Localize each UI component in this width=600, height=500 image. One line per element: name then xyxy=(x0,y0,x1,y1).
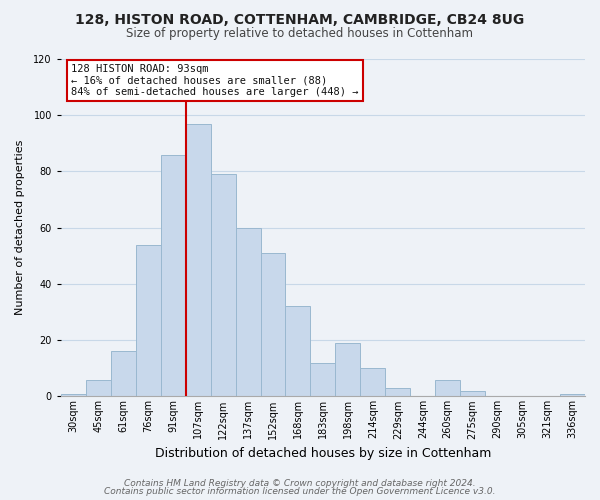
Bar xyxy=(385,388,410,396)
Bar xyxy=(86,380,111,396)
Bar xyxy=(161,154,185,396)
Bar xyxy=(361,368,385,396)
Bar xyxy=(61,394,86,396)
Text: 128, HISTON ROAD, COTTENHAM, CAMBRIDGE, CB24 8UG: 128, HISTON ROAD, COTTENHAM, CAMBRIDGE, … xyxy=(76,12,524,26)
Bar xyxy=(185,124,211,396)
Text: Size of property relative to detached houses in Cottenham: Size of property relative to detached ho… xyxy=(127,28,473,40)
Bar xyxy=(286,306,310,396)
Bar xyxy=(335,343,361,396)
Bar xyxy=(460,391,485,396)
Bar xyxy=(260,253,286,396)
Bar xyxy=(435,380,460,396)
Bar xyxy=(560,394,585,396)
Bar xyxy=(211,174,236,396)
Bar xyxy=(111,352,136,397)
Bar xyxy=(136,244,161,396)
Text: Contains HM Land Registry data © Crown copyright and database right 2024.: Contains HM Land Registry data © Crown c… xyxy=(124,478,476,488)
Y-axis label: Number of detached properties: Number of detached properties xyxy=(15,140,25,316)
Text: Contains public sector information licensed under the Open Government Licence v3: Contains public sector information licen… xyxy=(104,487,496,496)
Bar xyxy=(310,362,335,396)
X-axis label: Distribution of detached houses by size in Cottenham: Distribution of detached houses by size … xyxy=(155,447,491,460)
Text: 128 HISTON ROAD: 93sqm
← 16% of detached houses are smaller (88)
84% of semi-det: 128 HISTON ROAD: 93sqm ← 16% of detached… xyxy=(71,64,359,98)
Bar xyxy=(236,228,260,396)
